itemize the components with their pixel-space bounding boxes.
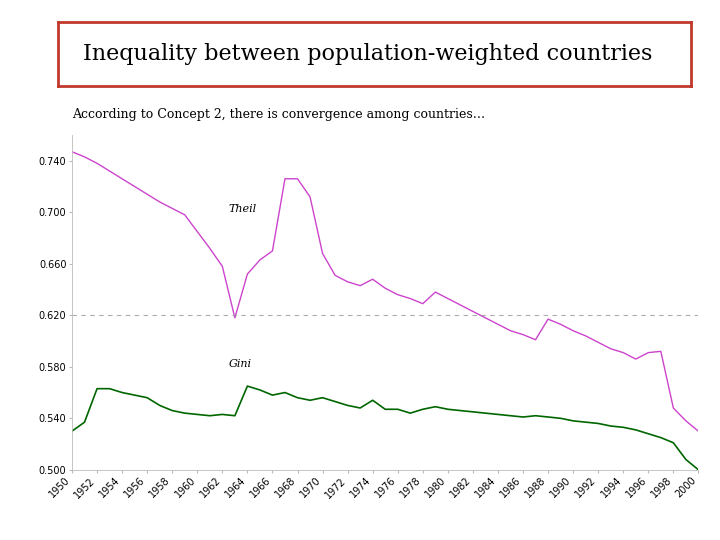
Text: Inequality between population-weighted countries: Inequality between population-weighted c… xyxy=(83,43,652,65)
Text: According to Concept 2, there is convergence among countries…: According to Concept 2, there is converg… xyxy=(72,108,485,121)
Text: Gini: Gini xyxy=(229,359,251,369)
Text: Theil: Theil xyxy=(229,204,257,214)
